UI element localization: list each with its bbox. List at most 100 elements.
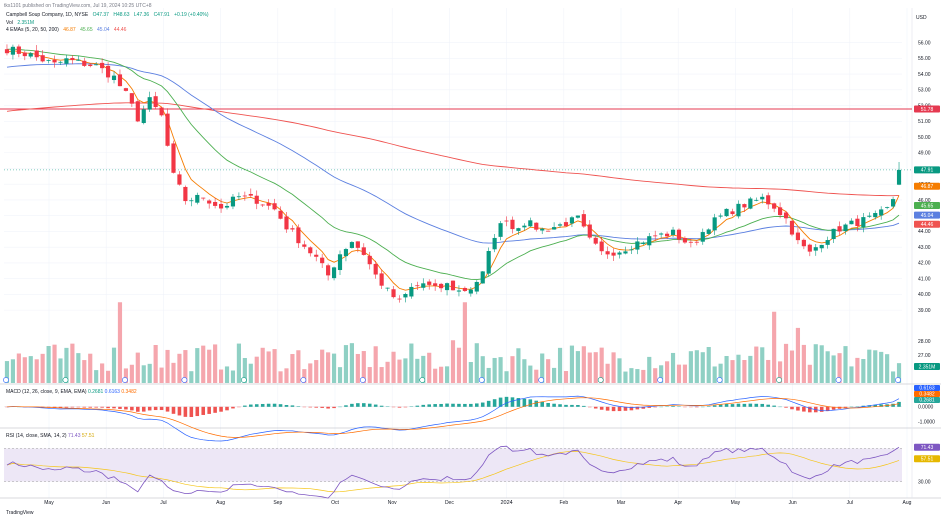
close-value: C47.91 [153, 12, 170, 18]
macd-histogram-bar [130, 406, 134, 411]
price-tick-label: 42.00 [918, 261, 931, 267]
macd-histogram-bar [112, 406, 116, 409]
volume-bar [171, 362, 176, 383]
candle-body [676, 229, 682, 240]
volume-bar [177, 353, 182, 383]
candle-body [70, 57, 75, 60]
volume-bar [867, 349, 872, 383]
ema5-label: 46.87 [921, 184, 934, 190]
candle-body [813, 247, 818, 251]
candle-body [46, 60, 51, 61]
volume-bar [230, 370, 236, 383]
volume-bar [153, 345, 158, 383]
ema200-line [6, 102, 900, 197]
volume-bar [736, 354, 741, 383]
volume-bar [623, 371, 628, 383]
candle-body [100, 62, 105, 69]
volume-bar [367, 367, 372, 383]
macd-histogram-bar [249, 404, 253, 407]
volume-bar [403, 358, 408, 383]
macd-tick-label: -1.0000 [918, 419, 935, 425]
volume-bar [409, 343, 414, 383]
volume-bar [290, 354, 295, 383]
volume-bar [540, 353, 545, 383]
macd-histogram-bar [766, 404, 770, 407]
candle-body [82, 60, 87, 66]
candle-body [331, 267, 337, 279]
candle-body [141, 109, 146, 124]
macd-histogram-bar [623, 406, 628, 411]
candle-body [16, 46, 21, 54]
event-marker [716, 377, 723, 383]
macd-histogram-bar [742, 403, 747, 407]
ema20-line [6, 48, 900, 281]
macd-histogram-bar [760, 403, 765, 407]
macd-histogram-bar [772, 405, 776, 407]
volume-bar [385, 361, 390, 383]
candle-body [308, 247, 313, 254]
candle-body [510, 219, 515, 230]
volume-bar [88, 353, 93, 383]
macd-histogram-bar [290, 405, 295, 407]
macd-legend: MACD (12, 26, close, 9, EMA, EMA) 0.2681… [6, 389, 137, 395]
volume-bar [795, 327, 801, 383]
x-tick-label: Aug [216, 500, 225, 506]
candle-body [171, 143, 176, 173]
volume-bar [843, 346, 848, 383]
volume-bar [712, 366, 717, 383]
macd-histogram-bar [641, 406, 646, 409]
macd-histogram-bar [118, 406, 122, 409]
candle-body [355, 241, 360, 248]
macd-histogram-bar [635, 406, 640, 410]
rsi-value-tag-label: 71.43 [921, 445, 934, 451]
candle-body [611, 252, 616, 256]
candle-body [117, 74, 123, 87]
event-marker [181, 377, 188, 383]
event-marker [835, 377, 842, 383]
candle-body [165, 113, 170, 146]
candle-body [492, 237, 497, 250]
candle-body [653, 235, 658, 237]
candle-body [397, 298, 402, 300]
volume-bar [16, 353, 21, 383]
candle-body [135, 101, 140, 122]
macd-histogram-bar [879, 404, 883, 407]
volume-bar [492, 357, 497, 383]
volume-bar [331, 353, 337, 383]
macd-histogram-bar [284, 405, 289, 407]
volume-bar [504, 371, 509, 383]
candle-body [557, 224, 563, 226]
candle-body [896, 169, 902, 185]
macd-histogram-bar [278, 404, 283, 407]
event-marker [122, 377, 128, 383]
macd-histogram-bar [326, 406, 330, 409]
candle-body [213, 201, 218, 206]
event-marker [3, 377, 9, 383]
volume-bar [855, 357, 860, 383]
candle-body [22, 52, 27, 57]
candle-body [290, 228, 295, 230]
candle-body [403, 294, 408, 298]
volume-bar [498, 357, 503, 383]
candle-body [724, 208, 729, 217]
candle-body [28, 53, 33, 57]
candle-body [587, 224, 592, 238]
volume-bar [754, 346, 759, 383]
candle-body [159, 107, 164, 116]
volume-bar [665, 361, 670, 383]
volume-bar [742, 360, 747, 383]
volume-bar [694, 350, 699, 383]
volume-bar [617, 358, 622, 383]
volume-bar [861, 359, 866, 383]
candle-body [409, 286, 414, 297]
high-value: H48.63 [113, 12, 130, 18]
candle-body [528, 220, 533, 227]
macd-histogram-bar [100, 406, 104, 408]
macd-histogram-bar [403, 406, 408, 408]
price-tick-label: 51.00 [918, 119, 931, 125]
macd-histogram-bar [534, 400, 539, 407]
macd-histogram-bar [748, 403, 753, 407]
volume-bar [890, 371, 896, 383]
volume-bar [76, 353, 81, 383]
